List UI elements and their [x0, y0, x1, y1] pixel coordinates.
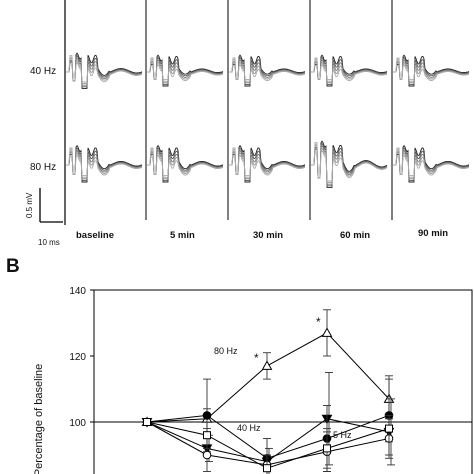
trace-line: [393, 57, 470, 82]
trace-line: [66, 144, 143, 183]
trace-line: [147, 54, 224, 87]
trace-line: [147, 59, 224, 82]
trace-line: [311, 140, 388, 188]
column-label-baseline: baseline: [76, 230, 114, 241]
panel-b-letter: B: [6, 256, 20, 277]
data-point: [385, 424, 393, 433]
trace-line: [311, 59, 388, 84]
trace-line: [311, 54, 388, 87]
panel-a: 40 Hz 80 Hz 0.5 mV 10 ms baseline 5 min …: [25, 0, 470, 247]
y-tick-label: 120: [69, 352, 86, 363]
trace-line: [229, 147, 306, 181]
row-label-80hz: 80 Hz: [30, 162, 56, 173]
data-point: [202, 450, 212, 460]
trace-line: [311, 145, 388, 185]
trace-line: [311, 142, 388, 182]
trace-group: [66, 52, 470, 188]
data-point: [261, 360, 273, 370]
column-label-90min: 90 min: [418, 228, 448, 239]
data-point: [202, 411, 212, 420]
significance-star: *: [316, 315, 321, 329]
trace-line: [66, 55, 143, 83]
data-point: [203, 431, 211, 440]
trace-line: [147, 144, 224, 183]
data-point: [143, 418, 151, 426]
series-label-80hz: 80 Hz: [214, 346, 238, 356]
trace-line: [229, 149, 306, 178]
trace-line: [147, 59, 224, 84]
column-label-5min: 5 min: [170, 230, 195, 241]
trace-line: [66, 147, 143, 177]
series-line: [146, 332, 390, 423]
trace-line: [393, 149, 470, 180]
trace-line: [147, 57, 224, 82]
y-axis: 100 120 140: [69, 286, 94, 429]
trace-line: [393, 59, 470, 84]
y-tick-label: 140: [69, 286, 86, 297]
trace-line: [66, 52, 143, 89]
column-label-60min: 60 min: [340, 230, 370, 241]
panel-b: B Percentage of baseline 100 120 140 80 Hz…: [6, 256, 473, 474]
trace-line: [229, 54, 306, 87]
trace-line: [393, 144, 470, 183]
trace-line: [393, 59, 470, 82]
column-label-30min: 30 min: [253, 230, 283, 241]
trace-line: [66, 54, 143, 88]
data-point: [321, 327, 333, 337]
trace-line: [147, 147, 224, 181]
trace-line: [147, 149, 224, 178]
trace-line: [229, 59, 306, 82]
trace-line: [311, 143, 388, 184]
plot-area: [94, 309, 472, 474]
trace-line: [229, 147, 306, 177]
trace-line: [229, 56, 306, 85]
row-label-40hz: 40 Hz: [30, 66, 56, 77]
trace-line: [66, 57, 143, 86]
trace-line: [66, 147, 143, 181]
data-point: [263, 464, 271, 473]
trace-line: [393, 54, 470, 87]
trace-line: [229, 144, 306, 183]
trace-line: [66, 149, 143, 180]
trace-line: [229, 57, 306, 82]
trace-line: [147, 56, 224, 85]
trace-line: [311, 57, 388, 82]
trace-line: [393, 149, 470, 178]
scale-bar-time: 10 ms: [38, 238, 60, 247]
trace-line: [66, 56, 143, 85]
trace-line: [393, 147, 470, 181]
series-label-5hz: 5 Hz: [333, 430, 352, 440]
trace-line: [393, 147, 470, 177]
trace-line: [311, 59, 388, 82]
y-axis-label: Percentage of baseline: [33, 364, 45, 474]
scale-bar-voltage: 0.5 mV: [25, 192, 34, 218]
significance-star: *: [254, 351, 259, 365]
trace-line: [147, 149, 224, 180]
plot-frame: [93, 289, 473, 474]
trace-line: [229, 149, 306, 180]
trace-line: [66, 149, 143, 178]
trace-line: [311, 56, 388, 85]
trace-line: [147, 147, 224, 177]
trace-line: [229, 59, 306, 84]
y-tick-label: 100: [69, 418, 86, 429]
data-point: [323, 444, 331, 453]
series-label-40hz: 40 Hz: [237, 423, 261, 433]
trace-line: [311, 142, 388, 187]
trace-line: [393, 56, 470, 85]
scale-bar: 0.5 mV 10 ms: [25, 188, 63, 247]
